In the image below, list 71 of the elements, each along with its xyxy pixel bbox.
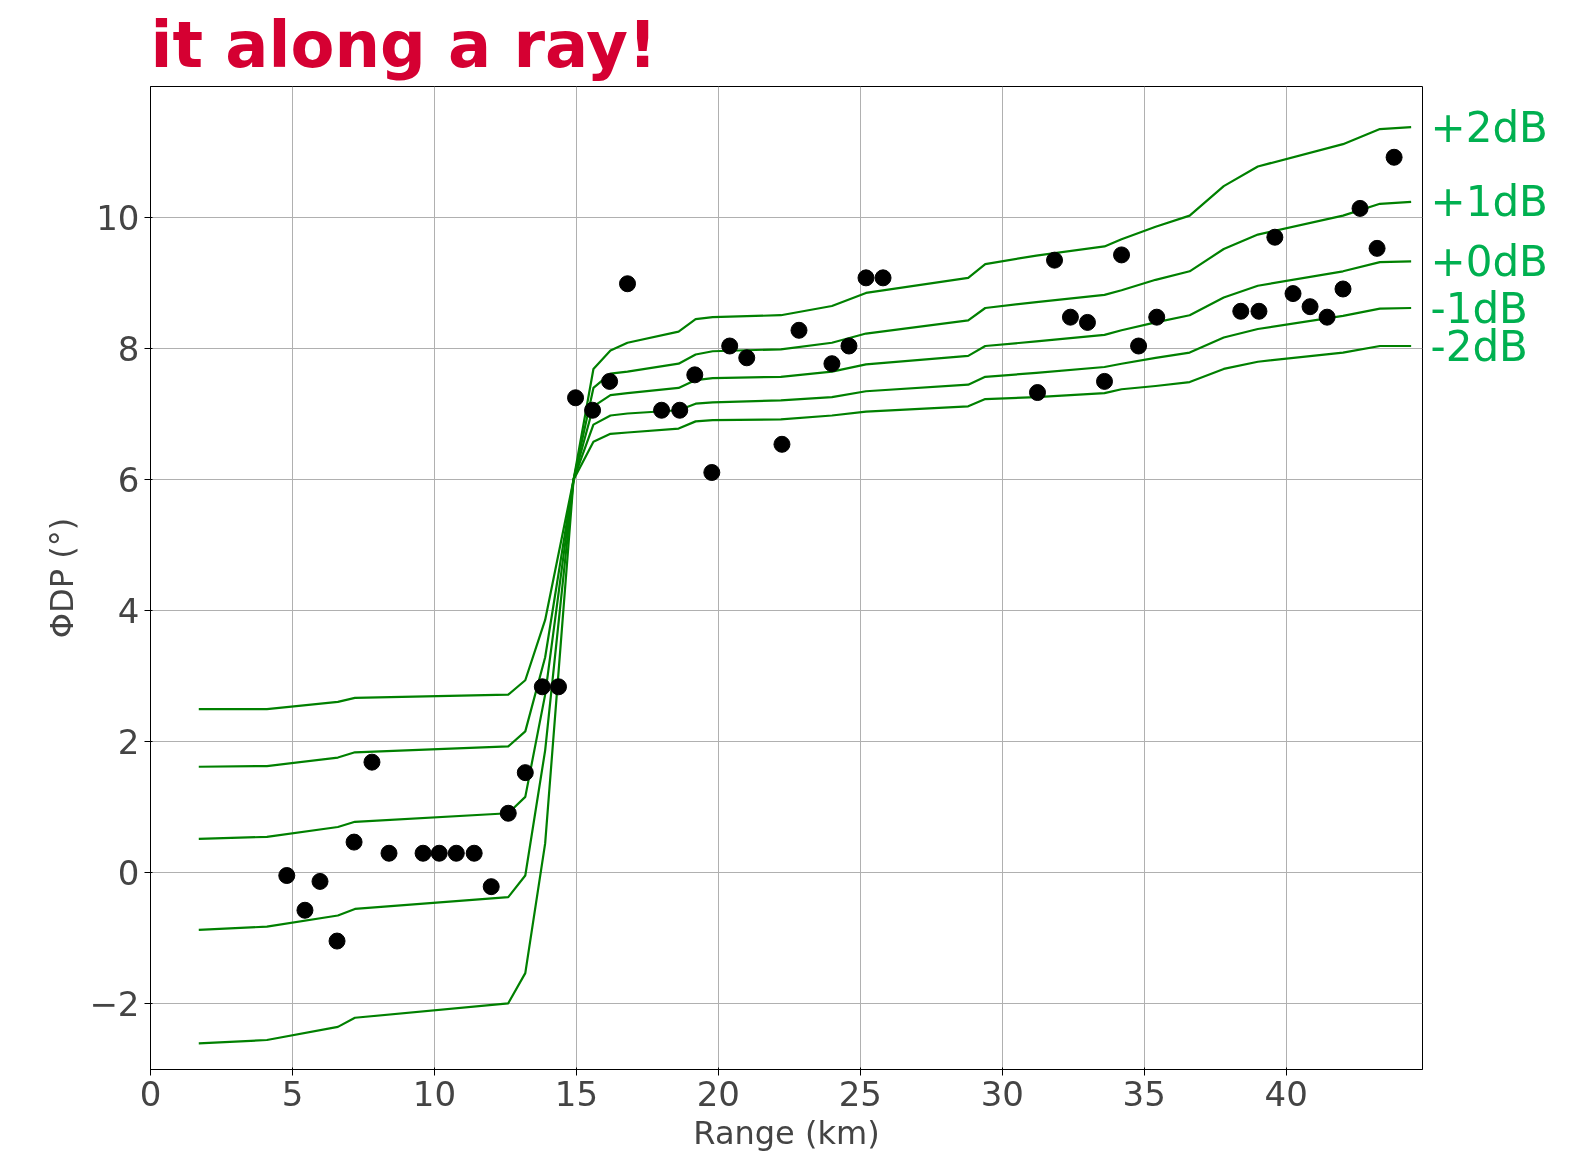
point bbox=[584, 401, 602, 419]
point bbox=[363, 753, 381, 771]
point bbox=[721, 337, 739, 355]
point bbox=[601, 372, 619, 390]
y-axis-title: ΦDP (°) bbox=[43, 517, 82, 639]
point bbox=[738, 349, 756, 367]
series-label: +2dB bbox=[1430, 102, 1548, 152]
point bbox=[430, 844, 448, 862]
point bbox=[773, 435, 791, 453]
point bbox=[874, 269, 892, 287]
point bbox=[857, 269, 875, 287]
point bbox=[671, 401, 689, 419]
x-tick-label: 30 bbox=[980, 1073, 1024, 1114]
x-tick-label: 5 bbox=[281, 1073, 304, 1114]
series-label: +1dB bbox=[1430, 177, 1548, 227]
y-tick-label: 4 bbox=[117, 591, 140, 632]
point bbox=[823, 355, 841, 373]
point bbox=[516, 764, 534, 782]
point bbox=[414, 844, 432, 862]
point bbox=[482, 878, 500, 896]
point bbox=[278, 867, 296, 885]
point bbox=[1028, 384, 1046, 402]
point bbox=[380, 844, 398, 862]
point bbox=[1250, 302, 1268, 320]
y-tick-label: −2 bbox=[89, 984, 140, 1025]
x-axis-title: Range (km) bbox=[693, 1113, 880, 1152]
y-tick-label: 8 bbox=[117, 329, 140, 370]
chart-title: it along a ray! bbox=[150, 7, 658, 82]
x-tick-label: 10 bbox=[412, 1073, 457, 1114]
point bbox=[1266, 228, 1284, 246]
point bbox=[499, 804, 517, 822]
point bbox=[1148, 308, 1166, 326]
point bbox=[686, 366, 704, 384]
point bbox=[567, 389, 585, 407]
point bbox=[1385, 148, 1403, 166]
x-tick-label: 40 bbox=[1264, 1073, 1308, 1114]
point bbox=[1046, 251, 1064, 269]
point bbox=[790, 321, 808, 339]
point bbox=[1061, 308, 1079, 326]
point bbox=[533, 678, 551, 696]
x-tick-label: 20 bbox=[696, 1073, 740, 1114]
point bbox=[447, 844, 465, 862]
point bbox=[1301, 298, 1319, 316]
point bbox=[1284, 285, 1302, 303]
point bbox=[1096, 372, 1113, 390]
point bbox=[345, 833, 363, 851]
point bbox=[1351, 199, 1369, 217]
point bbox=[1232, 302, 1250, 320]
point bbox=[1113, 246, 1131, 264]
point bbox=[465, 844, 483, 862]
x-tick-label: 25 bbox=[838, 1073, 882, 1114]
y-tick-label: 0 bbox=[117, 853, 140, 894]
point bbox=[703, 464, 721, 481]
x-tick-label: 35 bbox=[1122, 1073, 1166, 1114]
y-tick-label: 6 bbox=[117, 460, 140, 501]
point bbox=[1318, 308, 1336, 326]
point bbox=[619, 275, 636, 293]
point bbox=[1334, 280, 1352, 298]
y-tick-label: 10 bbox=[96, 198, 140, 239]
point bbox=[1078, 313, 1096, 331]
point bbox=[328, 932, 346, 950]
point bbox=[296, 901, 314, 919]
x-tick-label: 15 bbox=[554, 1073, 599, 1114]
point bbox=[550, 678, 568, 696]
point bbox=[1130, 337, 1148, 355]
y-tick-label: 2 bbox=[117, 722, 140, 763]
point bbox=[653, 401, 671, 419]
point bbox=[1368, 239, 1386, 257]
point bbox=[840, 337, 858, 355]
series-label: +0dB bbox=[1430, 236, 1548, 286]
point bbox=[311, 872, 329, 890]
